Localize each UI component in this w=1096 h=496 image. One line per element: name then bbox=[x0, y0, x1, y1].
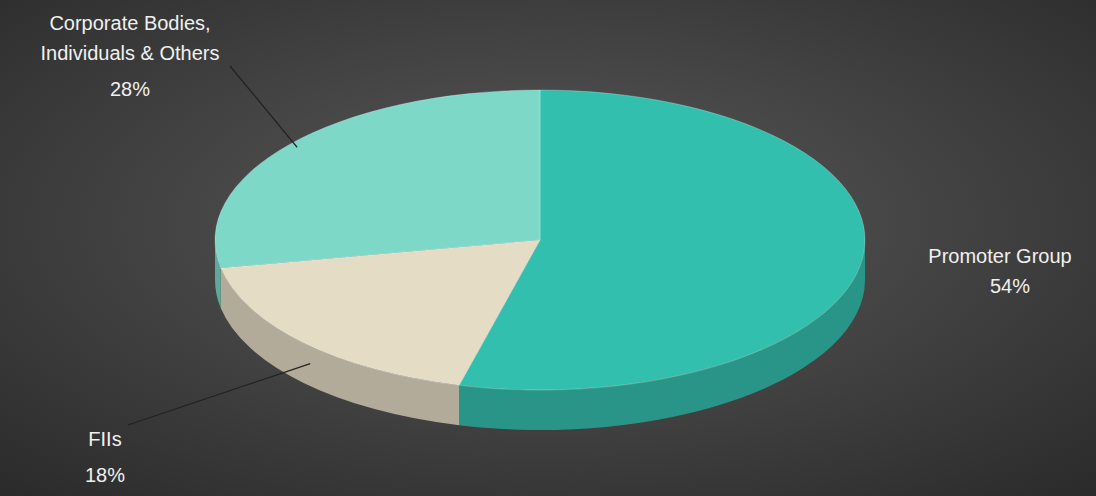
slice-label: Promoter Group bbox=[928, 245, 1071, 267]
pie-top bbox=[215, 90, 865, 390]
chart: Promoter Group 54% FIIs 18% Corporate Bodies… bbox=[0, 0, 1096, 496]
data-label: 54% bbox=[990, 275, 1030, 297]
slice-label: FIIs bbox=[88, 428, 121, 450]
leader-line bbox=[128, 364, 310, 425]
labels: Promoter Group 54% FIIs 18% Corporate Bodies… bbox=[41, 12, 1072, 486]
slice bbox=[215, 90, 540, 268]
background bbox=[0, 0, 1096, 496]
slice-label: Corporate Bodies,Individuals & Others bbox=[41, 12, 220, 64]
data-label: 28% bbox=[110, 78, 150, 100]
leader-line bbox=[230, 66, 297, 147]
data-label: 18% bbox=[85, 464, 125, 486]
pie bbox=[215, 90, 865, 430]
